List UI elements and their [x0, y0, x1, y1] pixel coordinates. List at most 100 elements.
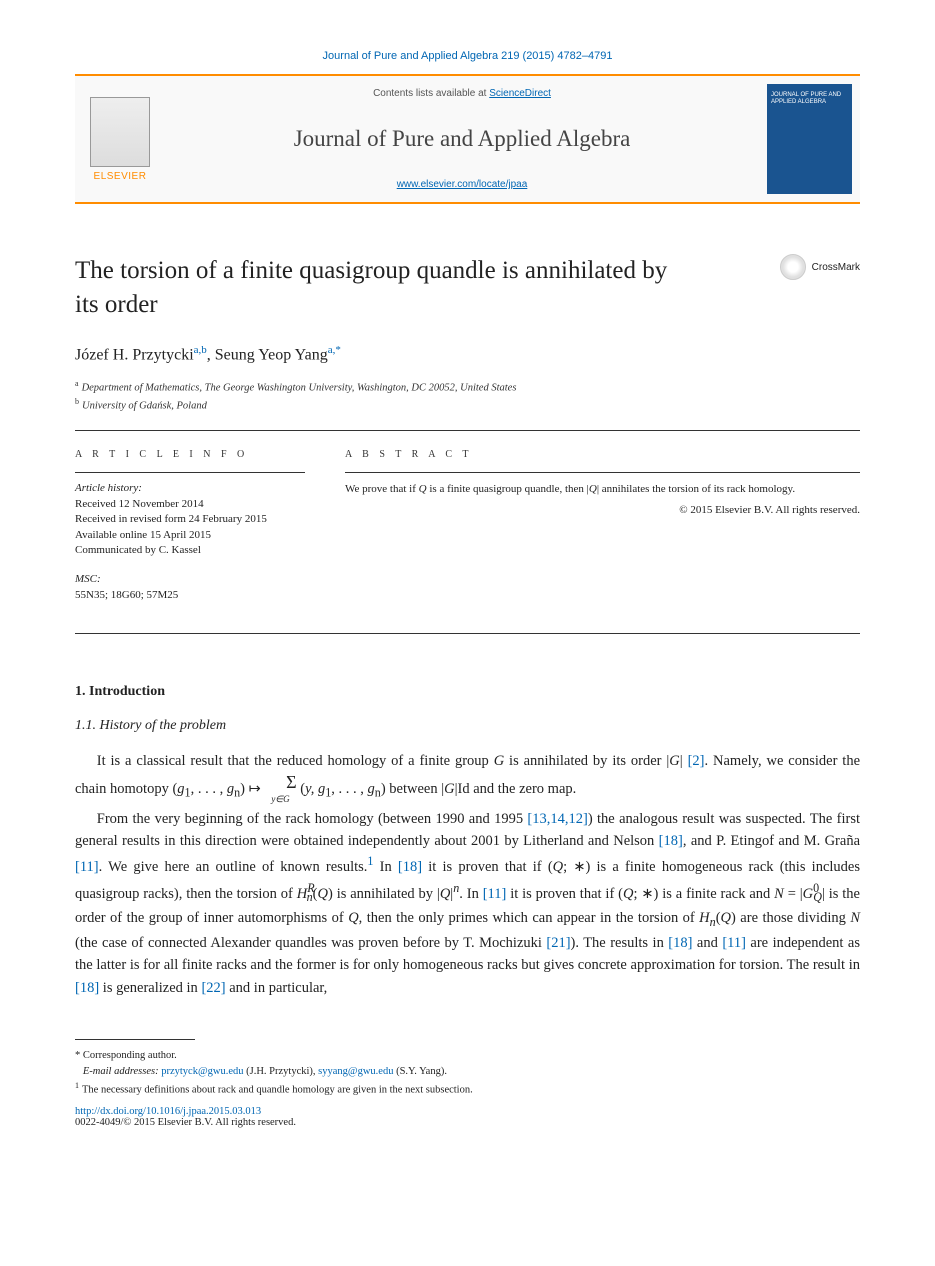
sciencedirect-link[interactable]: ScienceDirect — [489, 88, 551, 99]
ref-2[interactable]: [2] — [688, 753, 705, 769]
p2-frag-t: ). The results in — [571, 935, 669, 951]
elsevier-label: ELSEVIER — [94, 171, 147, 182]
email1-name: (J.H. Przytycki), — [244, 1066, 319, 1077]
email2-name: (S.Y. Yang). — [393, 1066, 447, 1077]
author-separator: , — [207, 346, 215, 363]
corresponding-author-note: * Corresponding author. — [75, 1048, 860, 1064]
crossmark-label: CrossMark — [812, 262, 860, 273]
ref-11-b[interactable]: [11] — [483, 886, 507, 902]
journal-cover-thumbnail[interactable]: JOURNAL OF PURE AND APPLIED ALGEBRA — [767, 84, 852, 194]
p2-frag-n: = | — [784, 886, 803, 902]
contents-available-line: Contents lists available at ScienceDirec… — [165, 88, 759, 99]
p2-Hn: H — [699, 910, 709, 926]
section-1-heading: 1. Introduction — [75, 684, 860, 700]
p1-math-G2: G — [669, 753, 679, 769]
journal-header: ELSEVIER Contents lists available at Sci… — [75, 74, 860, 204]
author-1-affil-sup[interactable]: a,b — [194, 344, 207, 356]
p2-frag-s: (the case of connected Alexander quandle… — [75, 935, 546, 951]
corr-label: * Corresponding author. — [75, 1050, 177, 1061]
bottom-copyright: 0022-4049/© 2015 Elsevier B.V. All right… — [75, 1117, 860, 1128]
ref-11-a[interactable]: [11] — [75, 859, 99, 875]
sum-subscript: y∈G — [271, 794, 289, 804]
abstract-heading: A B S T R A C T — [345, 449, 860, 460]
communicated-by: Communicated by C. Kassel — [75, 543, 305, 558]
affil-b-sup: b — [75, 397, 79, 406]
p2-N2: N — [850, 910, 860, 926]
sigma-icon: Σ — [286, 772, 296, 792]
received-date: Received 12 November 2014 — [75, 497, 305, 512]
p2-frag-r: ) are those dividing — [731, 910, 850, 926]
p2-frag-a: From the very beginning of the rack homo… — [97, 811, 528, 827]
p2-frag-f: it is proven that if ( — [422, 859, 553, 875]
p1-frag-c: | — [680, 753, 688, 769]
p2-frag-p: , then the only primes which can appear … — [359, 910, 700, 926]
p1-frag-b: is annihilated by its order | — [504, 753, 669, 769]
doi-line: http://dx.doi.org/10.1016/j.jpaa.2015.03… — [75, 1106, 860, 1117]
p2-Q3: Q — [440, 886, 450, 902]
abstract-text: We prove that if Q is a finite quasigrou… — [345, 481, 860, 498]
author-line: Józef H. Przytyckia,b, Seung Yeop Yanga,… — [75, 344, 860, 364]
cover-title: JOURNAL OF PURE AND APPLIED ALGEBRA — [771, 92, 848, 106]
author-1-email[interactable]: przytyck@gwu.edu — [161, 1066, 243, 1077]
ref-18-a[interactable]: [18] — [659, 833, 683, 849]
crossmark-badge[interactable]: CrossMark — [780, 254, 860, 280]
msc-label: MSC: — [75, 572, 305, 587]
p2-frag-e: In — [373, 859, 397, 875]
author-2-email[interactable]: syyang@gwu.edu — [318, 1066, 393, 1077]
info-divider — [75, 472, 305, 473]
abstract-column: A B S T R A C T We prove that if Q is a … — [345, 449, 860, 617]
abstract-math-q1: Q — [419, 483, 427, 495]
corresponding-star[interactable]: * — [335, 344, 341, 356]
abstract-divider — [345, 472, 860, 473]
p1-frag-h: , . . . , — [331, 780, 367, 796]
p2-frag-k: . In — [459, 886, 482, 902]
abstract-frag-2: is a finite quasigroup quandle, then | — [427, 483, 589, 495]
p1-math-g1: g — [177, 780, 184, 796]
p1-frag-j: |Id and the zero map. — [455, 780, 577, 796]
journal-title: Journal of Pure and Applied Algebra — [165, 126, 759, 152]
p1-frag-i: ) between | — [381, 780, 444, 796]
p2-Q1: Q — [553, 859, 563, 875]
p2-Q4: Q — [623, 886, 633, 902]
online-date: Available online 15 April 2015 — [75, 528, 305, 543]
article-info-column: A R T I C L E I N F O Article history: R… — [75, 449, 305, 617]
p1-math-y: y, g — [305, 780, 325, 796]
ref-11-c[interactable]: [11] — [722, 935, 746, 951]
author-2[interactable]: Seung Yeop Yang — [215, 346, 328, 363]
divider-2 — [75, 633, 860, 634]
p2-frag-w: is generalized in — [99, 980, 201, 996]
p2-G0sub: Q — [813, 890, 822, 904]
doi-link[interactable]: http://dx.doi.org/10.1016/j.jpaa.2015.03… — [75, 1106, 261, 1117]
journal-homepage-link[interactable]: www.elsevier.com/locate/jpaa — [165, 179, 759, 190]
ref-18-d[interactable]: [18] — [75, 980, 99, 996]
elsevier-logo[interactable]: ELSEVIER — [75, 76, 165, 202]
ref-22[interactable]: [22] — [201, 980, 225, 996]
revised-date: Received in revised form 24 February 201… — [75, 512, 305, 527]
msc-codes: 55N35; 18G60; 57M25 — [75, 588, 305, 603]
footnotes: * Corresponding author. E-mail addresses… — [75, 1048, 860, 1098]
p2-N: N — [774, 886, 784, 902]
ref-18-b[interactable]: [18] — [398, 859, 422, 875]
affil-a-sup: a — [75, 379, 79, 388]
affiliation-b: University of Gdańsk, Poland — [82, 401, 207, 412]
p2-frag-x: and in particular, — [226, 980, 328, 996]
ref-21[interactable]: [21] — [546, 935, 570, 951]
p1-frag-f: ) ↦ — [240, 780, 264, 796]
affiliation-a: Department of Mathematics, The George Wa… — [82, 382, 517, 393]
divider — [75, 430, 860, 431]
p1-math-G: G — [494, 753, 504, 769]
p2-frag-d: . We give here an outline of known resul… — [99, 859, 368, 875]
abstract-frag-1: We prove that if — [345, 483, 419, 495]
p2-G0: G — [803, 886, 813, 902]
p2-frag-u: and — [692, 935, 722, 951]
p1-math-G3: G — [444, 780, 454, 796]
history-label: Article history: — [75, 481, 305, 496]
p2-Q6: Q — [721, 910, 731, 926]
subsection-1-1-heading: 1.1. History of the problem — [75, 718, 860, 734]
ref-18-c[interactable]: [18] — [668, 935, 692, 951]
author-1[interactable]: Józef H. Przytycki — [75, 346, 194, 363]
ref-13-14-12[interactable]: [13,14,12] — [527, 811, 587, 827]
fn1-marker: 1 — [75, 1081, 79, 1090]
affiliations: aDepartment of Mathematics, The George W… — [75, 378, 860, 415]
crossmark-icon — [780, 254, 806, 280]
